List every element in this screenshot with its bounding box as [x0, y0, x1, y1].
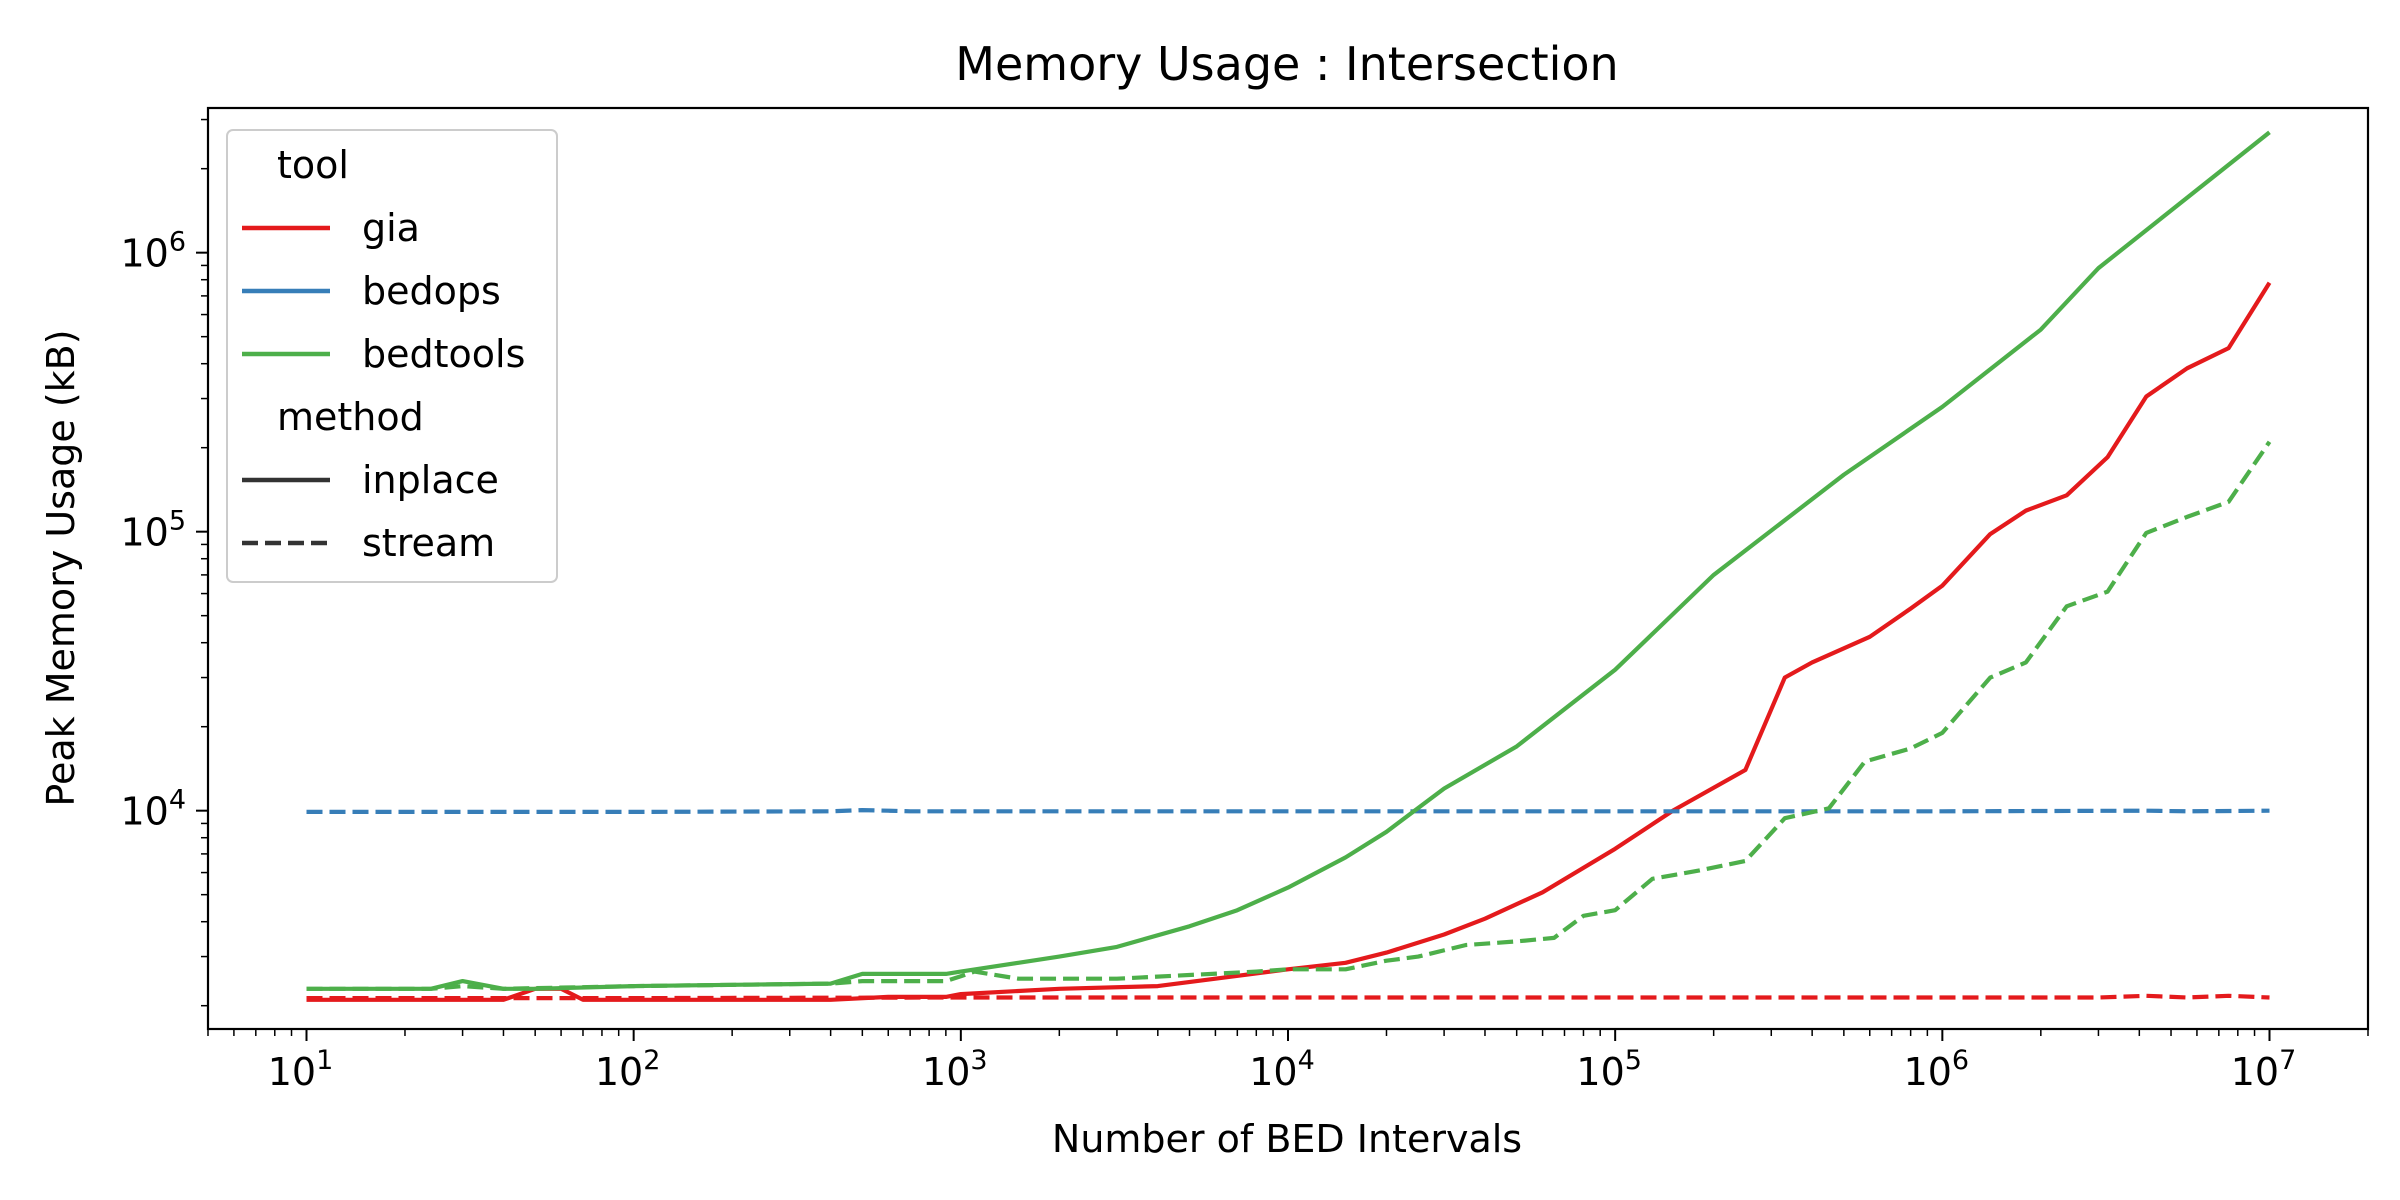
legend-title-method: method: [277, 395, 424, 439]
y-axis-label: Peak Memory Usage (kB): [39, 329, 83, 806]
series-layer: [306, 130, 2272, 1002]
x-tick-label: 103: [922, 1045, 988, 1094]
legend-label-gia: gia: [362, 206, 420, 250]
series-line-bedtools-stream: [306, 440, 2272, 991]
x-axis-label: Number of BED Intervals: [1052, 1117, 1522, 1161]
x-tick-label: 102: [595, 1045, 661, 1094]
y-tick-label: 106: [120, 227, 186, 276]
legend-label-inplace: inplace: [362, 458, 499, 502]
x-tick-label: 106: [1904, 1045, 1970, 1094]
y-tick-label: 105: [120, 506, 186, 555]
legend-label-stream: stream: [362, 521, 495, 565]
series-line-gia-stream: [306, 993, 2270, 1001]
chart-title: Memory Usage : Intersection: [955, 37, 1618, 91]
series-line-bedtools-inplace: [306, 130, 2271, 991]
x-tick-label: 104: [1249, 1045, 1315, 1094]
x-tick-label: 101: [268, 1045, 334, 1094]
legend-label-bedtools: bedtools: [362, 332, 525, 376]
x-tick-label: 107: [2231, 1045, 2297, 1094]
series-line-gia-inplace: [306, 281, 2272, 1002]
legend-box: [226, 129, 558, 583]
ticks-layer: 101 102 103 104 105 106 107 104 105 106: [120, 118, 2369, 1094]
series-line-bedops-stream: [306, 807, 2270, 815]
legend-title-tool: tool: [277, 143, 349, 187]
legend-label-bedops: bedops: [362, 269, 501, 313]
y-tick-label: 104: [120, 785, 186, 834]
x-tick-label: 105: [1576, 1045, 1642, 1094]
